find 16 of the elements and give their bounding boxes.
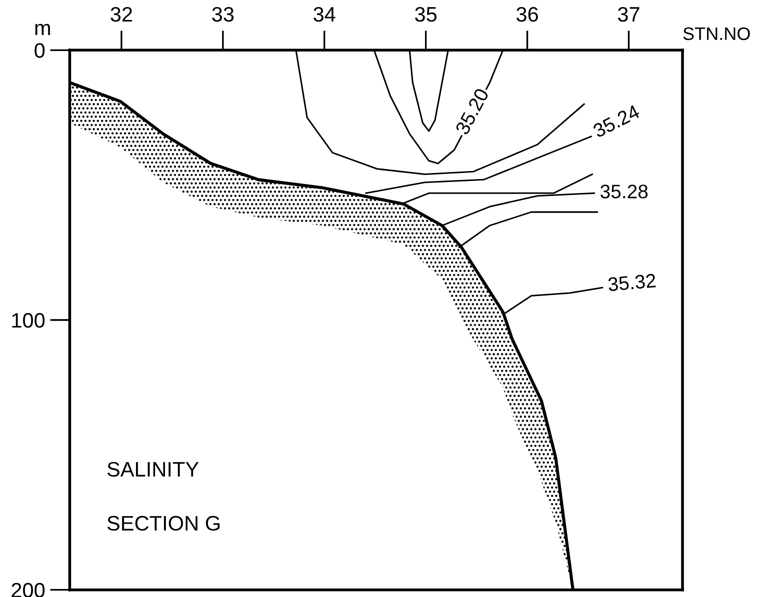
- y-tick-label: 100: [12, 312, 45, 328]
- x-tick-label: 34: [314, 6, 336, 22]
- annotation: 35.32: [608, 274, 656, 292]
- y-axis-title: m: [35, 24, 50, 36]
- annotation: 35.28: [600, 184, 648, 198]
- x-tick-label: 32: [110, 6, 132, 22]
- y-tick-label: 0: [34, 43, 45, 58]
- annotation: 35.20: [454, 87, 490, 136]
- annotation: SALINITY: [107, 462, 199, 477]
- x-axis-title: STN.NO: [683, 27, 750, 40]
- x-tick-label: 36: [516, 6, 538, 22]
- x-tick-label: 37: [618, 6, 640, 22]
- x-tick-label: 33: [212, 6, 234, 22]
- annotation: SECTION G: [107, 516, 220, 531]
- x-tick-label: 35: [415, 6, 437, 22]
- annotation: 35.24: [592, 104, 641, 138]
